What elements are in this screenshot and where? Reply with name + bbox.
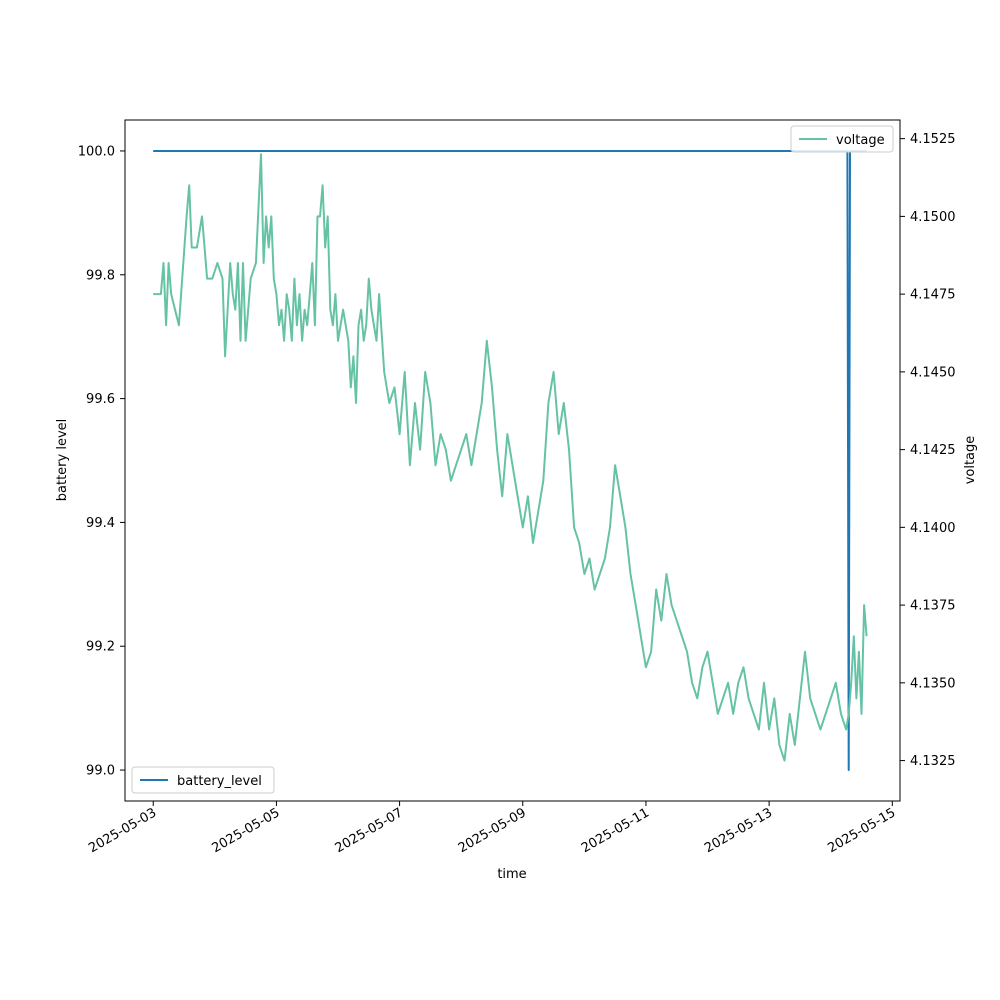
- legend-battery-level: battery_level: [131, 766, 275, 794]
- y-axis-label: battery level: [55, 419, 70, 502]
- y-tick-label: 99.4: [86, 516, 115, 531]
- y2-tick-label: 4.1475: [910, 288, 956, 303]
- legend-battery-level-box: [131, 766, 275, 794]
- y2-tick-label: 4.1350: [910, 676, 956, 691]
- x-axis-label: time: [497, 867, 526, 882]
- series-line-voltage: [153, 153, 868, 762]
- y-tick-label: 99.6: [86, 392, 115, 407]
- y-tick-label: 99.8: [86, 268, 115, 283]
- y2-tick-label: 4.1375: [910, 599, 956, 614]
- y-tick-label: 99.2: [86, 640, 115, 655]
- legend-voltage-label: voltage: [836, 133, 885, 148]
- y2-tick-label: 4.1400: [910, 521, 956, 536]
- y-axis-right: 4.1325 4.1350 4.1375 4.1400 4.1425 4.1450 4.14…: [900, 132, 956, 769]
- y2-tick-label: 4.1325: [910, 754, 956, 769]
- y-tick-label: 99.0: [86, 764, 115, 779]
- y2-tick-label: 4.1450: [910, 365, 956, 380]
- y2-tick-label: 4.1500: [910, 210, 956, 225]
- y2-tick-label: 4.1425: [910, 443, 956, 458]
- y-axis-left: 99.0 99.2 99.4 99.6 99.8 100.0: [78, 144, 125, 779]
- legend-voltage: voltage: [790, 125, 894, 153]
- y-tick-label: 100.0: [78, 144, 115, 159]
- legend-voltage-box: [790, 125, 894, 153]
- plot-frame: [124, 119, 901, 802]
- legend-battery-level-label: battery_level: [177, 774, 262, 789]
- y2-tick-label: 4.1525: [910, 132, 956, 147]
- y2-axis-label: voltage: [963, 436, 978, 485]
